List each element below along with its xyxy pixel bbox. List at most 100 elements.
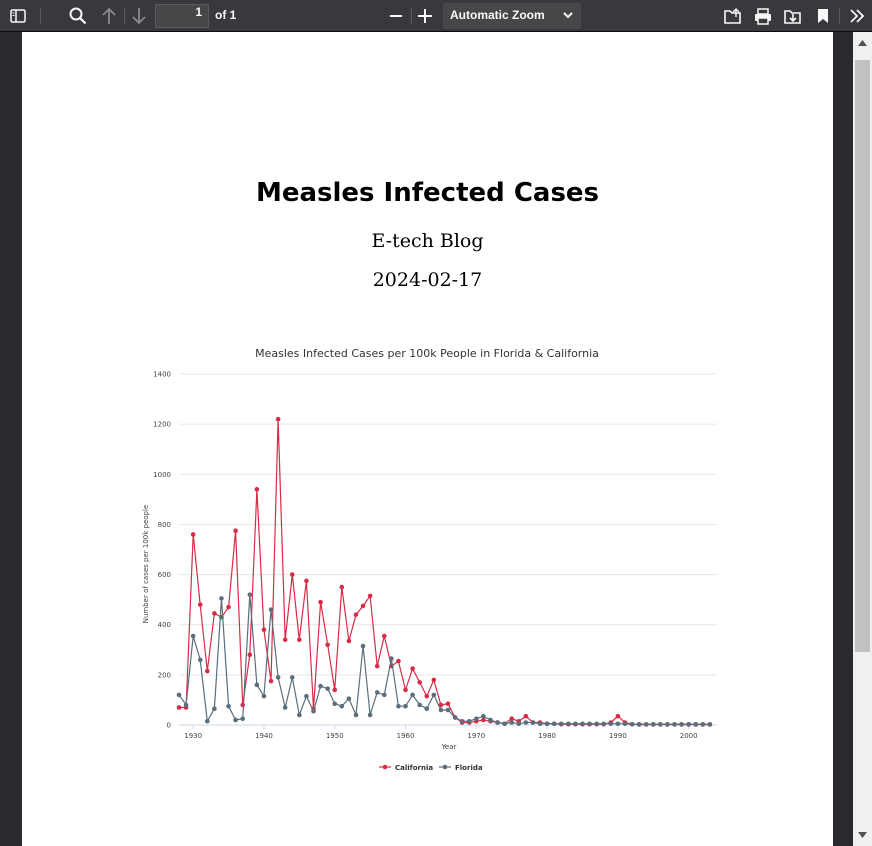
california-data-point (417, 680, 422, 685)
california-data-point (615, 713, 621, 719)
california-data-point (339, 584, 345, 590)
california-data-point (318, 599, 323, 605)
florida-data-point (261, 693, 267, 699)
florida-data-point (311, 708, 316, 714)
next-page-button[interactable] (127, 4, 151, 28)
florida-data-point (679, 721, 684, 727)
california-data-point (226, 604, 231, 610)
california-data-point (254, 487, 260, 492)
california-data-point (509, 716, 515, 722)
florida-data-point (219, 596, 224, 601)
florida-data-point (431, 692, 437, 698)
florida-data-point (367, 712, 373, 718)
document-author: E-tech Blog (371, 230, 484, 252)
florida-data-point (558, 721, 564, 727)
toolbar-separator (411, 8, 412, 24)
florida-data-point (488, 717, 493, 723)
toolbar-separator (124, 8, 125, 24)
california-data-point (176, 705, 182, 710)
florida-data-point (353, 712, 359, 718)
california-data-point (374, 663, 380, 669)
x-axis-title: Year (441, 743, 457, 751)
document-viewer[interactable]: Measles Infected Cases E-tech Blog 2024-… (0, 32, 853, 846)
florida-data-point (686, 721, 691, 727)
scroll-down-button[interactable] (853, 824, 872, 846)
florida-data-point (275, 675, 281, 680)
florida-data-point (594, 721, 599, 727)
florida-legend-label[interactable]: Florida (455, 764, 483, 772)
florida-data-point (530, 720, 536, 725)
florida-data-point (700, 721, 706, 727)
florida-data-point (693, 721, 699, 727)
florida-data-point (629, 721, 635, 727)
page-number-input[interactable]: 1 (155, 4, 209, 28)
chart-title: Measles Infected Cases per 100k People i… (255, 347, 599, 360)
florida-data-point (339, 703, 345, 709)
open-file-icon (724, 8, 741, 24)
florida-data-point (233, 717, 238, 723)
florida-data-point (360, 643, 366, 649)
print-button[interactable] (751, 4, 775, 28)
bookmark-button[interactable] (811, 4, 835, 28)
sidebar-toggle-button[interactable] (6, 4, 30, 28)
florida-data-point (346, 696, 352, 701)
zoom-select[interactable]: Automatic Zoom (443, 3, 581, 29)
california-legend-label[interactable]: California (395, 764, 433, 772)
florida-legend-marker (442, 764, 448, 770)
florida-data-point (601, 721, 607, 727)
california-data-point (275, 416, 281, 422)
florida-data-point (304, 693, 309, 699)
florida-data-point (481, 713, 486, 719)
download-button[interactable] (781, 4, 805, 28)
california-data-point (381, 633, 387, 639)
california-data-point (233, 528, 238, 533)
florida-data-point (495, 720, 500, 725)
vertical-scrollbar[interactable] (853, 32, 872, 846)
california-series-line (179, 419, 710, 726)
california-data-point (289, 572, 295, 577)
plus-icon (418, 9, 432, 23)
tools-button[interactable] (845, 4, 869, 28)
florida-data-point (615, 721, 621, 727)
find-button[interactable] (66, 4, 90, 28)
california-data-point (523, 713, 529, 719)
minus-icon (390, 15, 402, 17)
florida-data-point (523, 720, 529, 725)
toolbar-separator (839, 8, 840, 24)
x-tick-label: 1960 (397, 732, 415, 740)
california-data-point (424, 693, 430, 699)
toolbar-separator (40, 8, 41, 24)
y-tick-label: 1400 (153, 371, 171, 379)
download-icon (784, 10, 801, 24)
bookmark-icon (818, 9, 828, 23)
zoom-out-button[interactable] (384, 4, 408, 28)
california-data-point (360, 603, 366, 609)
florida-data-point (566, 721, 571, 727)
scroll-up-arrow-icon (858, 40, 867, 46)
zoom-in-button[interactable] (413, 4, 437, 28)
scroll-up-button[interactable] (853, 32, 872, 54)
print-icon (755, 7, 771, 25)
california-legend-marker (382, 764, 388, 770)
scroll-thumb[interactable] (855, 60, 870, 652)
florida-data-point (544, 721, 550, 727)
measles-line-chart: Measles Infected Cases per 100k People i… (142, 347, 717, 772)
florida-data-point (247, 592, 253, 597)
open-file-button[interactable] (721, 4, 745, 28)
page-count-label: of 1 (215, 8, 237, 22)
x-tick-label: 1990 (609, 732, 627, 740)
previous-page-button[interactable] (97, 4, 121, 28)
florida-data-point (282, 705, 288, 710)
florida-data-point (289, 675, 295, 680)
florida-data-point (410, 692, 415, 698)
california-data-point (240, 702, 246, 708)
document-date: 2024-02-17 (372, 269, 483, 291)
y-tick-label: 0 (167, 722, 171, 730)
florida-data-point (396, 703, 401, 709)
florida-data-point (374, 690, 380, 695)
florida-data-point (622, 721, 628, 727)
chart-axes: 0 200 400 600 800 1000 1200 1400 1930 1940 1950 196… (153, 371, 697, 741)
zoom-select-value: Automatic Zoom (450, 8, 545, 22)
california-data-point (332, 687, 338, 693)
florida-data-point (226, 703, 231, 709)
